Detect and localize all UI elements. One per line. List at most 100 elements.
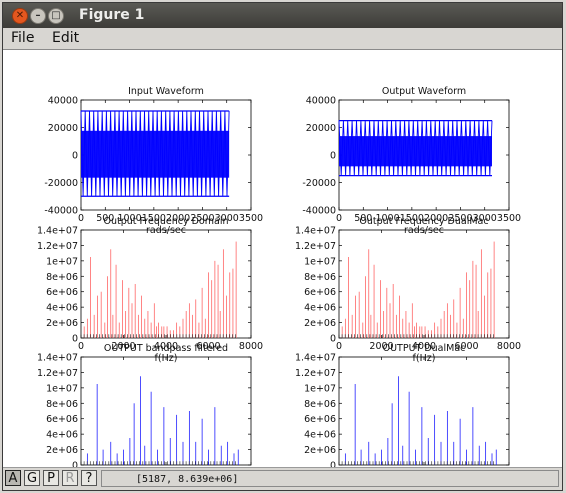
x-tick-label: 2500 [190, 213, 214, 224]
y-tick-label: 8e+06 [46, 272, 78, 283]
help-button[interactable]: ? [81, 470, 97, 486]
y-tick-label: 6e+06 [304, 414, 336, 425]
y-tick-label: -20000 [44, 178, 78, 189]
menu-edit[interactable]: Edit [52, 30, 80, 46]
y-tick-label: 6e+06 [46, 287, 78, 298]
x-tick-label: 0 [78, 341, 84, 352]
y-tick-label: 20000 [306, 123, 336, 134]
x-tick-label: 500 [354, 213, 372, 224]
y-tick-label: -20000 [302, 178, 336, 189]
status-toolbar: A G P R ? [5187, 8.639e+06] [3, 467, 562, 490]
y-tick-label: 0 [72, 151, 78, 162]
y-tick-label: 2e+06 [304, 318, 336, 329]
chart-title: Output Waveform [382, 86, 466, 97]
x-tick-label: 1000 [375, 213, 399, 224]
chart-5: OUTPUT bandpass filtered0100020003000400… [37, 343, 263, 490]
rotate-button[interactable]: R [62, 470, 78, 486]
window-title: Figure 1 [79, 7, 145, 23]
y-tick-label: 0 [330, 334, 336, 345]
chart-title: Output Frequency Domain [104, 216, 229, 227]
menu-bar: File Edit [3, 28, 562, 50]
x-tick-label: 2000 [111, 341, 135, 352]
x-tick-label: 500 [96, 213, 114, 224]
x-tick-label: 3000 [215, 213, 239, 224]
x-tick-label: 0 [336, 213, 342, 224]
x-tick-label: 8000 [497, 341, 521, 352]
x-tick-label: 0 [336, 341, 342, 352]
y-tick-label: 1.2e+07 [37, 368, 78, 379]
y-tick-label: 1.4e+07 [295, 226, 336, 237]
x-tick-label: 3000 [473, 213, 497, 224]
x-tick-label: 2000 [369, 341, 393, 352]
y-tick-label: 1.4e+07 [295, 353, 336, 364]
x-tick-label: 1000 [117, 213, 141, 224]
plot-frame [338, 229, 510, 339]
chart-1: Input Waveform 0 500 1000 1500 2000 2500 3000 35… [44, 86, 263, 236]
chart-title: Input Waveform [128, 86, 204, 97]
y-tick-label: 1e+07 [304, 256, 336, 267]
menu-file[interactable]: File [11, 30, 35, 46]
x-tick-label: 6000 [454, 341, 478, 352]
y-tick-label: 40000 [48, 96, 78, 107]
y-tick-label: 4e+06 [46, 430, 78, 441]
x-tick-label: 3500 [239, 213, 263, 224]
y-tick-label: -40000 [302, 206, 336, 217]
plot-frame [80, 356, 252, 466]
maximize-window-button[interactable]: □ [48, 8, 64, 24]
chart-6: OUTPUT DualMac010002000300040001.4e+071.… [295, 343, 521, 490]
y-tick-label: 1e+07 [46, 383, 78, 394]
maximize-icon: □ [51, 10, 61, 21]
x-tick-label: 2000 [424, 213, 448, 224]
x-tick-label: 4000 [154, 341, 178, 352]
y-tick-label: 1.4e+07 [37, 226, 78, 237]
x-tick-label: 2000 [166, 213, 190, 224]
y-tick-label: -40000 [44, 206, 78, 217]
x-tick-label: 1500 [142, 213, 166, 224]
y-tick-label: 4e+06 [304, 430, 336, 441]
y-tick-label: 1e+07 [304, 383, 336, 394]
x-tick-label: 6000 [196, 341, 220, 352]
toggle-autoscale-button[interactable]: A [5, 470, 21, 486]
y-tick-label: 8e+06 [46, 399, 78, 410]
plot-frame [80, 229, 252, 339]
y-tick-label: 6e+06 [46, 414, 78, 425]
chart-title: Output Frequency DualMac [359, 216, 488, 227]
title-bar[interactable]: ✕ – □ Figure 1 [3, 3, 562, 28]
y-tick-label: 0 [72, 461, 78, 469]
y-tick-label: 1e+07 [46, 256, 78, 267]
x-tick-label: 3500 [497, 213, 521, 224]
close-window-button[interactable]: ✕ [12, 8, 28, 24]
y-tick-label: 4e+06 [304, 303, 336, 314]
close-icon: ✕ [15, 10, 25, 21]
chart-title: OUTPUT bandpass filtered [104, 343, 228, 354]
y-tick-label: 8e+06 [304, 272, 336, 283]
figure-canvas[interactable]: Input Waveform 0 500 1000 1500 2000 2500 3000 35… [3, 50, 562, 490]
toggle-grid-button[interactable]: G [24, 470, 40, 486]
y-tick-label: 1.2e+07 [295, 368, 336, 379]
chart-3: Output Frequency Domain 0 2000 4000 6000 8000… [37, 216, 263, 364]
y-tick-label: 4e+06 [46, 303, 78, 314]
y-tick-label: 40000 [306, 96, 336, 107]
y-tick-label: 1.4e+07 [37, 353, 78, 364]
y-tick-label: 1.2e+07 [295, 241, 336, 252]
chart-2: Output Waveform 0 500 1000 1500 2000 2500 3000 3… [302, 86, 521, 236]
y-tick-label: 20000 [48, 123, 78, 134]
y-tick-label: 0 [330, 461, 336, 469]
y-tick-label: 2e+06 [46, 318, 78, 329]
x-tick-label: 8000 [239, 341, 263, 352]
y-tick-label: 0 [72, 334, 78, 345]
plot-frame [338, 356, 510, 466]
y-tick-label: 0 [330, 151, 336, 162]
x-tick-label: 2500 [448, 213, 472, 224]
minimize-icon: – [35, 10, 41, 21]
x-tick-label: 4000 [412, 341, 436, 352]
coordinate-readout: [5187, 8.639e+06] [101, 470, 559, 487]
y-tick-label: 1.2e+07 [37, 241, 78, 252]
y-tick-label: 6e+06 [304, 287, 336, 298]
y-tick-label: 8e+06 [304, 399, 336, 410]
pan-button[interactable]: P [43, 470, 59, 486]
minimize-window-button[interactable]: – [30, 8, 46, 24]
chart-4: Output Frequency DualMac 0 2000 4000 6000 800… [295, 216, 521, 364]
x-tick-label: 1500 [400, 213, 424, 224]
